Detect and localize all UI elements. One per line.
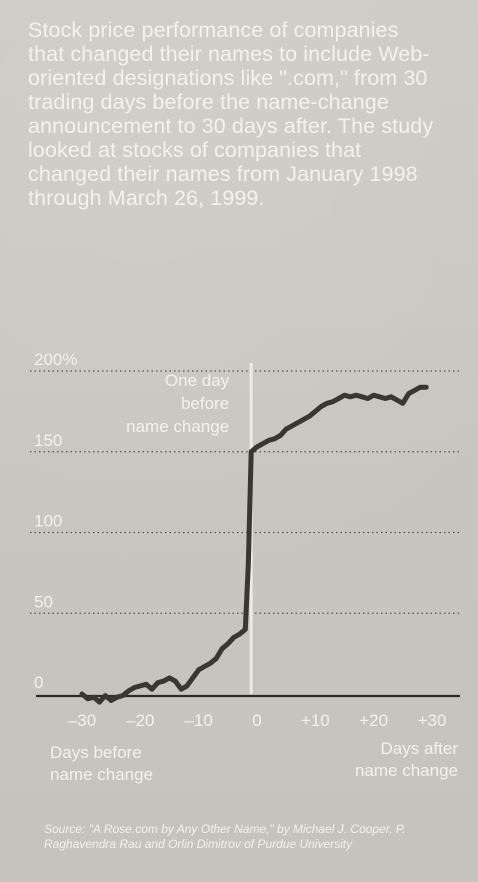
annotation-line-3: name change bbox=[126, 417, 229, 436]
x-tick-label-0: 0 bbox=[252, 711, 261, 730]
y-tick-label-150: 150 bbox=[34, 431, 62, 450]
y-tick-labels: 0 50 100 150 200% bbox=[34, 350, 77, 692]
y-tick-label-50: 50 bbox=[34, 592, 53, 611]
days-before-note-line-2: name change bbox=[50, 765, 153, 784]
x-tick-label-20: +20 bbox=[359, 711, 388, 730]
days-after-note-line-1: Days after bbox=[381, 739, 459, 758]
y-tick-label-200: 200% bbox=[34, 350, 77, 369]
annotation-line-1: One day bbox=[165, 371, 230, 390]
y-tick-label-100: 100 bbox=[34, 512, 62, 531]
series-line-stock-performance bbox=[79, 384, 429, 705]
x-axis-note-days-before: Days before name change bbox=[50, 743, 153, 784]
days-after-note-line-2: name change bbox=[355, 761, 458, 780]
chart-description: Stock price performance of companies tha… bbox=[28, 18, 434, 210]
source-credit: Source: "A Rose.com by Any Other Name," … bbox=[44, 822, 406, 851]
x-tick-label-30: +30 bbox=[418, 711, 447, 730]
y-tick-label-0: 0 bbox=[34, 673, 43, 692]
x-tick-label-minus10: –10 bbox=[184, 711, 212, 730]
days-before-note-line-1: Days before bbox=[50, 743, 142, 762]
x-tick-label-minus30: –30 bbox=[68, 711, 96, 730]
x-axis-note-days-after: Days after name change bbox=[355, 739, 458, 780]
annotation-line-2: before bbox=[181, 394, 229, 413]
x-tick-label-minus20: –20 bbox=[126, 711, 154, 730]
x-tick-label-10: +10 bbox=[301, 711, 330, 730]
name-change-annotation: One day before name change bbox=[126, 371, 230, 436]
line-chart: 0 50 100 150 200% –30 –20 –10 0 +10 +20 +30 One da… bbox=[30, 350, 462, 784]
x-tick-labels: –30 –20 –10 0 +10 +20 +30 bbox=[68, 711, 447, 730]
